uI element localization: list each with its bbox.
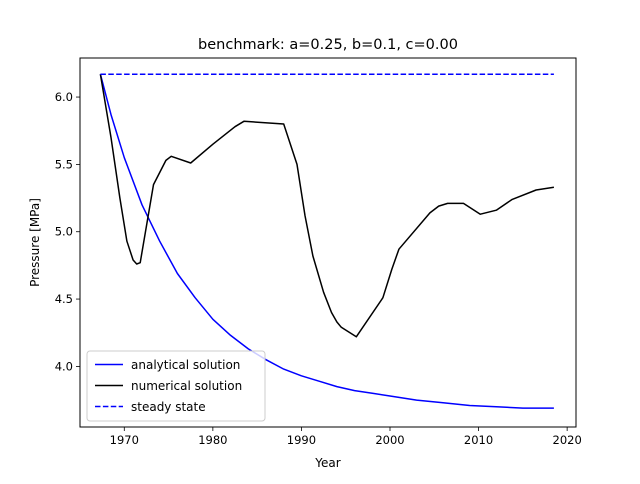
y-tick-label: 5.0 [55, 225, 73, 239]
legend: analytical solution numerical solution s… [86, 350, 266, 422]
chart-title: benchmark: a=0.25, b=0.1, c=0.00 [198, 37, 458, 53]
y-tick-label: 5.5 [55, 157, 73, 171]
x-tick-label: 1990 [287, 433, 316, 447]
x-tick-label: 1980 [198, 433, 227, 447]
series-line-analytical-solution [99, 74, 554, 409]
series-line-numerical-solution [99, 74, 555, 338]
x-tick-label: 2020 [553, 433, 582, 447]
x-tick-label: 2010 [464, 433, 493, 447]
plot-lines [99, 73, 555, 409]
legend-box [86, 350, 266, 422]
x-tick-label: 2000 [375, 433, 404, 447]
legend-label-steady: steady state [131, 400, 206, 414]
legend-label-numerical: numerical solution [131, 379, 242, 393]
y-tick-label: 6.0 [55, 90, 73, 104]
y-tick-label: 4.5 [55, 292, 73, 306]
y-axis-ticks: 4.0 4.5 5.0 5.5 6.0 [55, 90, 80, 373]
x-tick-label: 1970 [110, 433, 139, 447]
y-tick-label: 4.0 [55, 359, 73, 373]
legend-label-analytical: analytical solution [131, 358, 240, 372]
plot-frame [79, 57, 577, 428]
y-axis-label: Pressure [MPa] [28, 198, 42, 287]
x-axis-ticks: 1970 1980 1990 2000 2010 2020 [110, 427, 582, 447]
x-axis-label: Year [314, 456, 340, 470]
